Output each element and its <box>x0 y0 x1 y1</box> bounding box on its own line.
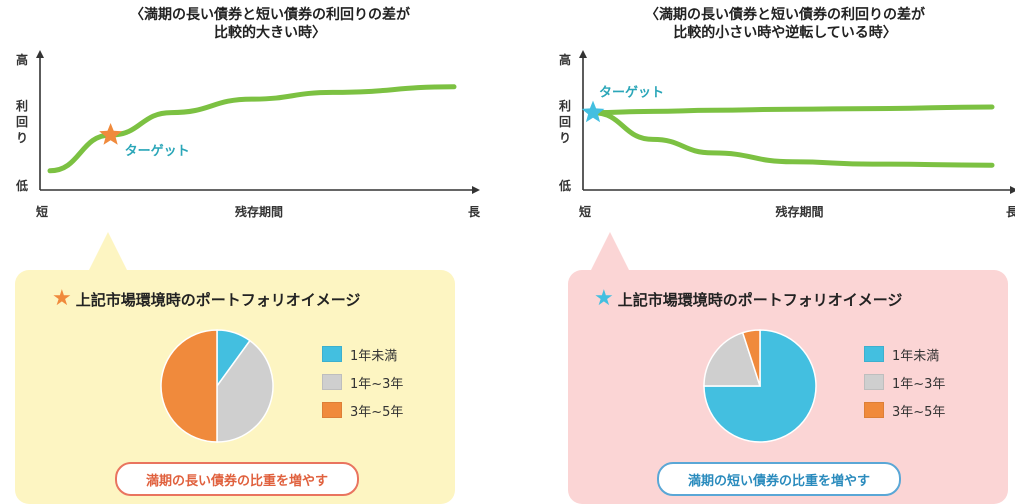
y-tick-label-high: 高 <box>559 52 571 67</box>
right-panel-title-text: 上記市場環境時のポートフォリオイメージ <box>617 290 903 309</box>
right-panel-pointer <box>590 232 630 272</box>
legend-item: 3年~5年 <box>864 396 945 424</box>
y-axis-label: 利回り <box>559 98 571 145</box>
x-axis-label: 残存期間 <box>775 204 823 219</box>
y-tick-label-low: 低 <box>15 178 28 193</box>
legend-swatch-cyan <box>864 346 884 362</box>
left-panel-title-text: 上記市場環境時のポートフォリオイメージ <box>75 290 361 309</box>
legend-label: 1年未満 <box>892 348 940 364</box>
x-axis-arrow <box>1010 186 1015 194</box>
yield-curve-right-1 <box>590 110 995 168</box>
left-pie-slice-2 <box>160 329 218 443</box>
left-panel-pointer <box>88 232 128 272</box>
star-icon: ★ <box>594 286 614 311</box>
left-title-line2: 比較的大きい時〉 <box>214 25 326 41</box>
legend-label: 1年~3年 <box>892 376 946 392</box>
star-icon: ★ <box>52 286 72 311</box>
legend-item: 1年~3年 <box>864 368 945 396</box>
right-panel-title: ★ 上記市場環境時のポートフォリオイメージ <box>594 288 902 310</box>
left-legend: 1年未満 1年~3年 3年~5年 <box>322 340 403 424</box>
x-tick-label-short: 短 <box>579 204 591 219</box>
right-pie-slice-1 <box>703 331 762 387</box>
y-tick-label-high: 高 <box>16 52 28 67</box>
x-tick-label-long: 長 <box>1006 204 1015 219</box>
left-title-line1: 〈満期の長い債券と短い債券の利回りの差が <box>130 7 410 23</box>
target-label: ターゲット <box>125 143 190 159</box>
right-chart-title: 〈満期の長い債券と短い債券の利回りの差が 比較的小さい時や逆転している時〉 <box>555 6 1015 42</box>
x-axis-label: 残存期間 <box>235 204 283 219</box>
legend-label: 1年未満 <box>350 348 398 364</box>
left-panel-title: ★ 上記市場環境時のポートフォリオイメージ <box>52 288 360 310</box>
legend-swatch-orange <box>322 402 342 418</box>
right-title-line1: 〈満期の長い債券と短い債券の利回りの差が <box>645 7 925 23</box>
y-axis-label: 利回り <box>16 98 28 145</box>
legend-swatch-orange <box>864 402 884 418</box>
target-star-icon <box>581 100 605 123</box>
increase-short-bonds-label: 満期の短い債券の比重を増やす <box>657 462 901 496</box>
yield-curve-right-0 <box>590 104 995 116</box>
target-label: ターゲット <box>599 85 664 101</box>
left-chart-title: 〈満期の長い債券と短い債券の利回りの差が 比較的大きい時〉 <box>40 6 500 42</box>
left-pie-slice-1 <box>216 339 274 443</box>
legend-swatch-gray <box>864 374 884 390</box>
right-legend: 1年未満 1年~3年 3年~5年 <box>864 340 945 424</box>
x-axis-arrow <box>472 186 480 194</box>
increase-long-bonds-label: 満期の長い債券の比重を増やす <box>115 462 359 496</box>
legend-item: 1年未満 <box>864 340 945 368</box>
y-axis-arrow <box>579 50 587 58</box>
right-title-line2: 比較的小さい時や逆転している時〉 <box>673 25 897 41</box>
legend-swatch-gray <box>322 374 342 390</box>
legend-item: 1年未満 <box>322 340 403 368</box>
legend-swatch-cyan <box>322 346 342 362</box>
legend-label: 3年~5年 <box>892 404 946 420</box>
x-tick-label-short: 短 <box>36 204 48 219</box>
right-pie-slice-0 <box>703 329 817 443</box>
right-pie-slice-2 <box>741 329 761 387</box>
legend-item: 1年~3年 <box>322 368 403 396</box>
y-tick-label-low: 低 <box>558 178 571 193</box>
legend-label: 3年~5年 <box>350 404 404 420</box>
x-tick-label-long: 長 <box>468 204 481 219</box>
y-axis-arrow <box>36 50 44 58</box>
legend-item: 3年~5年 <box>322 396 403 424</box>
legend-label: 1年~3年 <box>350 376 404 392</box>
target-star-icon <box>99 123 122 145</box>
